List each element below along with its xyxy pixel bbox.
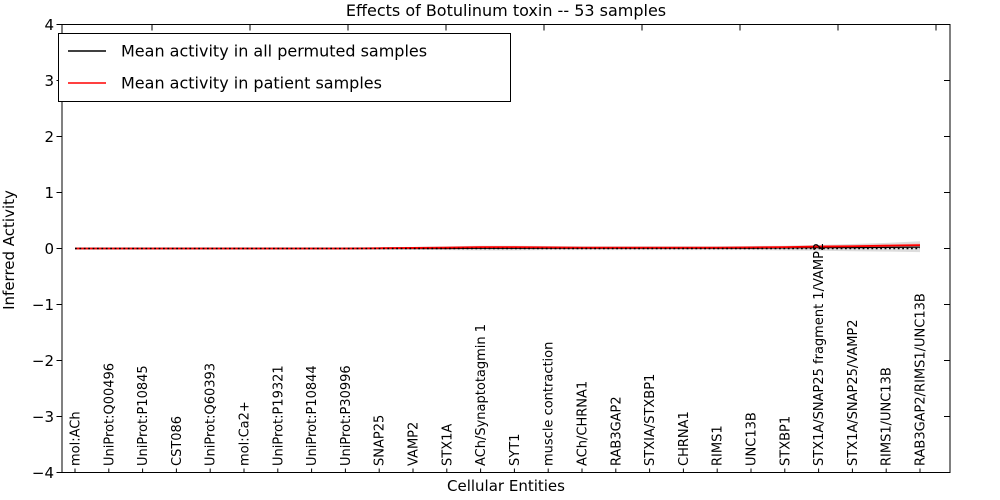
x-tick-label: RAB3GAP2/RIMS1/UNC13B [914, 293, 929, 466]
x-tick-label: mol:ACh [69, 411, 84, 466]
chart-title: Effects of Botulinum toxin -- 53 samples [346, 1, 666, 20]
legend-label-permuted: Mean activity in all permuted samples [121, 42, 427, 61]
x-tick-label: RIMS1 [711, 425, 726, 466]
x-tick-label: CST086 [170, 416, 185, 466]
x-tick-label: UniProt:Q00496 [102, 363, 117, 466]
y-tick-label: −2 [32, 352, 54, 370]
x-tick-label: UniProt:P19321 [271, 365, 286, 466]
x-tick-label: VAMP2 [407, 422, 422, 466]
x-tick-label: SYT1 [508, 434, 523, 466]
x-tick-label: UniProt:P10845 [136, 365, 151, 466]
y-tick-label: 4 [44, 16, 54, 34]
legend-label-patient: Mean activity in patient samples [121, 74, 382, 93]
y-tick-label: 2 [44, 128, 54, 146]
series-lines [75, 244, 921, 250]
x-tick-label: STXBP1 [778, 416, 793, 466]
x-tick-label: CHRNA1 [677, 411, 692, 466]
y-tick-labels: 4 3 2 1 0 −1 −2 −3 −4 [32, 16, 54, 482]
y-axis-label: Inferred Activity [0, 190, 18, 310]
x-axis-label: Cellular Entities [447, 477, 565, 495]
x-tick-label: STX1A/SNAP25 fragment 1/VAMP2 [812, 243, 827, 466]
x-tick-label: UniProt:P10844 [305, 365, 320, 466]
x-tick-label: UniProt:Q60393 [204, 363, 219, 466]
axis-ticks [56, 24, 950, 473]
y-tick-label: −4 [32, 464, 54, 482]
y-tick-label: −1 [32, 296, 54, 314]
x-tick-label: STXIA/STXBP1 [643, 374, 658, 466]
x-tick-label: STX1A [440, 424, 455, 466]
x-tick-labels: mol:ACh UniProt:Q00496 UniProt:P10845 CST08… [69, 243, 929, 466]
x-tick-label: muscle contraction [542, 342, 557, 466]
legend-box [58, 33, 511, 102]
y-tick-label: 0 [44, 240, 54, 258]
x-tick-label: UNC13B [745, 412, 760, 466]
x-tick-label: RAB3GAP2 [609, 396, 624, 466]
x-tick-label: RIMS1/UNC13B [880, 367, 895, 466]
x-tick-label: mol:Ca2+ [238, 401, 253, 466]
x-tick-label: STX1A/SNAP25/VAMP2 [846, 319, 861, 466]
x-tick-label: SNAP25 [373, 415, 388, 466]
y-tick-label: 3 [44, 72, 54, 90]
x-tick-label: ACh/CHRNA1 [576, 381, 591, 466]
legend: Mean activity in all permuted samples Me… [58, 33, 511, 102]
x-tick-label: UniProt:P30996 [339, 365, 354, 466]
y-tick-label: −3 [32, 408, 54, 426]
x-tick-label: ACh/Synaptotagmin 1 [474, 324, 489, 466]
y-tick-label: 1 [44, 184, 54, 202]
